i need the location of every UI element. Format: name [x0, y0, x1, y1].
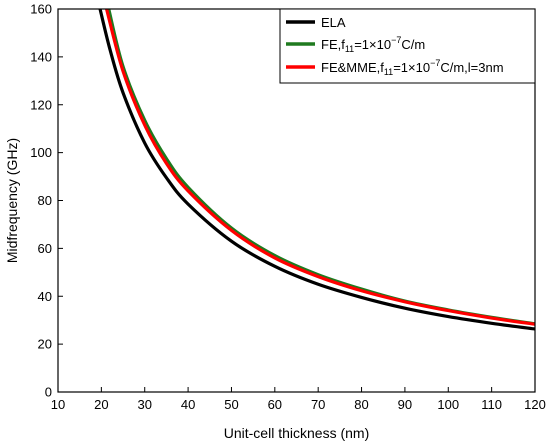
x-tick-label: 40: [181, 397, 195, 412]
x-tick-label: 90: [398, 397, 412, 412]
y-axis-label: Midfrequency (GHz): [4, 138, 20, 263]
x-tick-label: 20: [94, 397, 108, 412]
y-tick-label: 80: [38, 193, 52, 208]
legend-box: [279, 8, 536, 84]
x-tick-label: 100: [437, 397, 459, 412]
y-tick-label: 20: [38, 337, 52, 352]
series-lines: [98, 9, 535, 331]
legend-entry: ELA: [321, 15, 346, 30]
y-tick-label: 140: [30, 49, 52, 64]
x-axis-label: Unit-cell thickness (nm): [224, 425, 369, 441]
y-tick-label: 120: [30, 97, 52, 112]
x-tick-label: 80: [354, 397, 368, 412]
x-tick-label: 110: [481, 397, 502, 412]
legend-entry: FE,f11=1×10−7C/m: [321, 35, 425, 54]
y-tick-label: 0: [45, 385, 52, 400]
x-tick-label: 70: [311, 397, 325, 412]
y-tick-label: 40: [38, 289, 52, 304]
y-ticks: 0 20 40 60 80 100 120 140 160: [30, 2, 63, 400]
y-tick-label: 100: [30, 145, 52, 160]
x-tick-label: 30: [137, 397, 151, 412]
x-tick-label: 120: [524, 397, 546, 412]
x-tick-label: 50: [224, 397, 238, 412]
x-tick-label: 60: [268, 397, 282, 412]
x-ticks: 10 20 30 40 50 60 70 80 90 100 110 120: [51, 387, 546, 412]
legend: ELA FE,f11=1×10−7C/m FE&MME,f11=1×10−7C/m,…: [279, 8, 536, 84]
y-tick-label: 160: [30, 2, 52, 17]
legend-entry: FE&MME,f11=1×10−7C/m,l=3nm: [321, 58, 504, 77]
series-line-3: [105, 9, 535, 326]
x-tick-label: 10: [51, 397, 65, 412]
y-tick-label: 60: [38, 241, 52, 256]
series-line-1: [98, 9, 535, 331]
